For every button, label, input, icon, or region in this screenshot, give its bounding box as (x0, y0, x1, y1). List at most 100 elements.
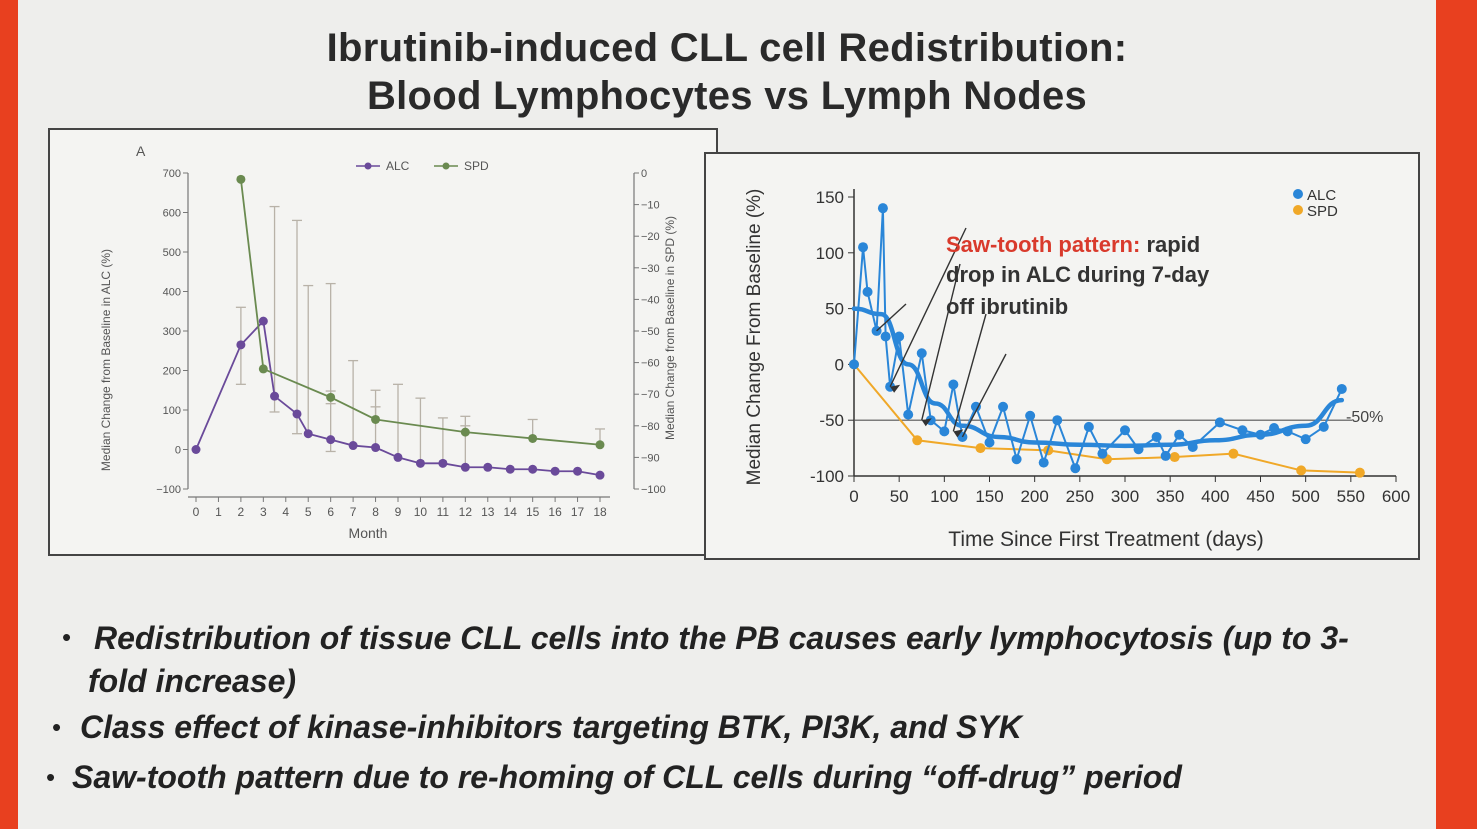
data-point-alc (1070, 463, 1081, 474)
annotation-line3: off ibrutinib (946, 294, 1068, 319)
x-tick-label: 18 (593, 505, 607, 519)
y-tick-label: 150 (816, 188, 844, 207)
y-tick-label-right: −60 (641, 358, 660, 370)
data-point-alc (877, 203, 888, 214)
data-point-alc (916, 348, 927, 359)
data-point-alc (1174, 429, 1185, 440)
panel-label: A (136, 143, 146, 159)
data-point-alc (1160, 450, 1171, 461)
annotation-highlight: Saw-tooth pattern: (946, 232, 1140, 257)
data-point-alc (573, 466, 583, 476)
y-tick-label-right: −90 (641, 452, 660, 464)
x-tick-label: 1 (215, 505, 222, 519)
data-point-alc (858, 242, 869, 253)
data-point-alc (1025, 410, 1036, 421)
x-tick-label: 100 (930, 487, 958, 506)
bullet-item-1-cont: fold increase) (88, 663, 297, 699)
x-tick-label: 8 (372, 505, 379, 519)
x-tick-label: 500 (1291, 487, 1319, 506)
x-axis-label: Time Since First Treatment (days) (948, 528, 1263, 551)
data-point-alc (1237, 425, 1248, 436)
legend-label-alc: ALC (386, 159, 410, 173)
y-tick-label-right: −100 (641, 484, 666, 496)
data-point-alc (483, 462, 493, 472)
x-tick-label: 600 (1382, 487, 1410, 506)
legend-label-alc: ALC (1307, 187, 1336, 204)
data-point-alc (438, 458, 448, 468)
y-tick-label-right: −70 (641, 389, 660, 401)
bullet-item-3: Saw-tooth pattern due to re-homing of CL… (72, 759, 1182, 795)
y-tick-label-left: 400 (163, 287, 181, 299)
x-tick-label: 0 (193, 505, 200, 519)
data-point-alc (1300, 434, 1311, 445)
data-point-alc (191, 445, 201, 454)
slide-title-line2: Blood Lymphocytes vs Lymph Nodes (366, 74, 1088, 118)
x-tick-label: 14 (504, 505, 518, 519)
y-tick-label-left: 700 (163, 168, 181, 180)
x-tick-label: 400 (1201, 487, 1229, 506)
x-tick-label: 6 (327, 505, 334, 519)
data-point-alc (348, 441, 358, 451)
data-point-alc (595, 470, 605, 480)
annotation-line1: Saw-tooth pattern: rapid (946, 232, 1200, 257)
x-tick-label: 200 (1020, 487, 1048, 506)
bullet-item-2: Class effect of kinase-inhibitors target… (80, 709, 1022, 745)
chart-panel-a: A −100 0 100 200 300 400 500 600 700 −100 −90 −80 −7… (48, 128, 718, 556)
y-tick-label-right: −50 (641, 326, 660, 338)
data-point-alc (1336, 383, 1347, 394)
y-tick-label: -50 (819, 411, 844, 430)
annotation-arrow (961, 353, 1007, 438)
data-point-alc (849, 359, 859, 370)
x-tick-label: 550 (1337, 487, 1365, 506)
bullet-dot: • (46, 762, 56, 792)
data-point-alc (948, 379, 959, 390)
y-tick-label-left: 300 (163, 326, 181, 338)
data-point-alc (862, 286, 873, 297)
annotation-arrow (889, 227, 967, 388)
chart-b: -100 -50 0 50 100 150 0 50 100 150 200 250 300 350 400… (744, 187, 1410, 551)
data-point-alc (880, 331, 891, 342)
x-tick-label: 300 (1111, 487, 1139, 506)
legend-label-spd: SPD (464, 159, 489, 173)
x-tick-label: 15 (526, 505, 540, 519)
x-tick-label: 450 (1246, 487, 1274, 506)
y-tick-label-left: 0 (175, 445, 181, 457)
y-tick-label-left: 600 (163, 208, 181, 220)
data-point-alc (1318, 421, 1329, 432)
x-tick-label: 7 (350, 505, 357, 519)
annotation-line2: drop in ALC during 7-day (946, 262, 1210, 287)
data-point-spd (326, 392, 336, 402)
x-tick-label: 250 (1066, 487, 1094, 506)
y-tick-label-right: −20 (641, 231, 660, 243)
legend-marker-alc (364, 162, 372, 170)
data-point-alc (1151, 431, 1162, 442)
data-point-alc (939, 426, 950, 437)
bullet-item-1: Redistribution of tissue CLL cells into … (94, 620, 1349, 656)
y-tick-label-right: −30 (641, 263, 660, 275)
legend-marker-spd (442, 162, 450, 170)
data-point-alc (1038, 457, 1049, 468)
data-point-spd (912, 435, 923, 446)
slide-title-line1: Ibrutinib-induced CLL cell Redistributio… (326, 26, 1128, 70)
data-point-alc (550, 466, 560, 476)
x-tick-label: 350 (1156, 487, 1184, 506)
data-point-alc (1097, 448, 1108, 459)
data-point-alc (903, 409, 914, 420)
annotation-arrowhead (953, 429, 964, 438)
data-point-alc (528, 464, 538, 474)
annotation-arrowhead (921, 418, 932, 427)
y-tick-label-left: 200 (163, 366, 181, 378)
reference-line-label: -50% (1346, 409, 1383, 426)
annotation-arrow (876, 303, 907, 332)
series-trend-alc (851, 306, 1345, 449)
annotation-line1-rest: rapid (1140, 232, 1200, 257)
y-tick-label: 50 (825, 300, 844, 319)
y-tick-label-right: −40 (641, 294, 660, 306)
x-tick-label: 17 (571, 505, 585, 519)
data-point-spd (1169, 452, 1180, 463)
x-tick-label: 2 (238, 505, 245, 519)
legend-marker-alc (1293, 189, 1303, 199)
data-point-spd (595, 440, 605, 450)
x-tick-label: 3 (260, 505, 267, 519)
x-tick-label: 10 (414, 505, 428, 519)
